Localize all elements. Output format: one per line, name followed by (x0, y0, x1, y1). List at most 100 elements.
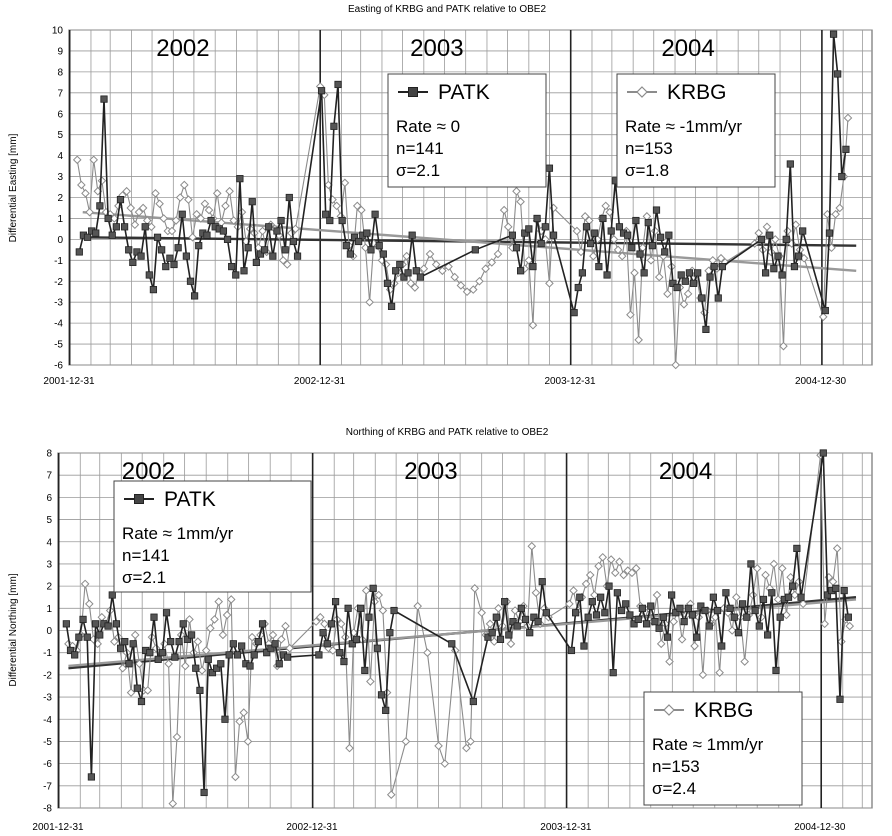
data-point-krbg (580, 212, 590, 221)
data-point-krbg (683, 289, 693, 299)
data-point-patk (326, 216, 334, 225)
easting-legends: PATK Rate ≈ 0 n=141 σ=2.1 KRBG Rate ≈ -1mm/yr… (387, 73, 776, 188)
data-point-patk (162, 609, 171, 617)
data-point-krbg (631, 564, 641, 573)
data-point-patk (576, 593, 584, 601)
data-point-patk (75, 248, 83, 256)
easting-chart: Easting of KRBG and PATK relative to OBE… (8, 4, 873, 387)
data-point-krbg (401, 737, 411, 746)
data-point-krbg (512, 186, 521, 196)
legend-n: n=141 (396, 139, 444, 158)
legend-krbg: KRBG Rate ≈ 1mm/yr n=153 σ=2.4 (643, 691, 803, 806)
y-tick-label: 0 (57, 235, 63, 246)
data-point-krbg (85, 599, 94, 609)
data-point-patk (344, 604, 352, 612)
data-point-patk (137, 252, 145, 260)
data-point-patk (648, 242, 656, 250)
legend-series-name: PATK (438, 81, 490, 104)
data-point-krbg (698, 670, 708, 680)
y-tick-label: 4 (46, 537, 52, 548)
data-point-krbg (716, 253, 726, 263)
data-point-patk (112, 620, 121, 628)
data-point-patk (730, 613, 738, 621)
data-point-patk (829, 30, 838, 38)
data-point-krbg (510, 606, 520, 615)
y-tick-label: 7 (46, 471, 52, 482)
data-point-patk (567, 646, 576, 655)
data-point-krbg (671, 360, 681, 370)
data-point-patk (170, 260, 178, 269)
y-tick-label: -5 (54, 340, 63, 351)
data-point-patk (355, 237, 363, 246)
data-point-patk (764, 631, 772, 639)
data-point-krbg (798, 599, 808, 609)
data-point-patk (588, 598, 596, 606)
data-point-patk (448, 640, 456, 648)
data-point-krbg (80, 579, 90, 589)
data-point-krbg (601, 201, 611, 211)
data-point-patk (203, 231, 211, 239)
data-point-krbg (786, 572, 795, 582)
data-point-krbg (110, 637, 119, 646)
data-point-patk (628, 244, 636, 252)
data-point-patk (357, 604, 365, 612)
data-point-krbg (285, 643, 294, 653)
data-point-patk (661, 248, 669, 256)
data-point-krbg (201, 646, 211, 655)
data-point-patk (327, 620, 336, 628)
data-point-patk (784, 593, 793, 601)
data-point-krbg (130, 220, 140, 230)
data-point-patk (836, 695, 844, 703)
data-point-krbg (485, 619, 495, 629)
data-point-patk (104, 214, 112, 223)
data-point-patk (525, 225, 533, 233)
data-point-krbg (247, 632, 257, 642)
data-point-patk (317, 87, 326, 95)
data-point-krbg (192, 209, 201, 219)
data-point-krbg (462, 287, 472, 297)
y-tick-label: 1 (57, 214, 63, 225)
data-point-patk (277, 216, 285, 225)
data-point-patk (87, 773, 95, 781)
data-point-patk (512, 244, 521, 252)
data-point-krbg (81, 189, 90, 198)
data-point-patk (254, 637, 262, 646)
data-point-patk (832, 584, 840, 592)
y-tick-label: -2 (54, 277, 63, 288)
data-point-patk (609, 669, 617, 677)
data-point-patk (133, 248, 141, 256)
data-point-patk (668, 591, 676, 599)
data-point-krbg (181, 661, 190, 671)
data-point-patk (530, 613, 538, 621)
data-point-krbg (434, 741, 443, 751)
data-point-patk (484, 633, 492, 641)
data-point-krbg (235, 717, 244, 726)
data-point-patk (689, 279, 698, 287)
data-point-patk (636, 250, 644, 258)
data-point-patk (377, 691, 386, 699)
legend-rate: Rate ≈ 0 (396, 117, 460, 136)
data-point-krbg (168, 799, 178, 808)
year-label: 2004 (659, 458, 712, 485)
data-point-patk (232, 271, 240, 279)
data-point-krbg (193, 637, 203, 646)
data-point-patk (701, 606, 709, 615)
data-point-krbg (179, 180, 189, 190)
data-point-patk (233, 651, 242, 659)
data-point-patk (603, 271, 611, 279)
data-point-krbg (818, 312, 828, 322)
data-point-krbg (210, 615, 219, 624)
data-point-krbg (258, 226, 267, 236)
y-tick-label: -7 (43, 781, 52, 792)
data-point-patk (772, 666, 780, 675)
data-point-patk (361, 666, 369, 675)
data-point-patk (738, 600, 747, 608)
data-point-krbg (646, 256, 656, 265)
data-point-patk (705, 622, 713, 630)
data-point-patk (722, 589, 730, 597)
data-point-patk (655, 624, 663, 632)
data-point-patk (652, 206, 661, 214)
data-point-krbg (77, 180, 86, 190)
data-point-krbg (585, 570, 595, 580)
data-point-krbg (630, 268, 639, 278)
